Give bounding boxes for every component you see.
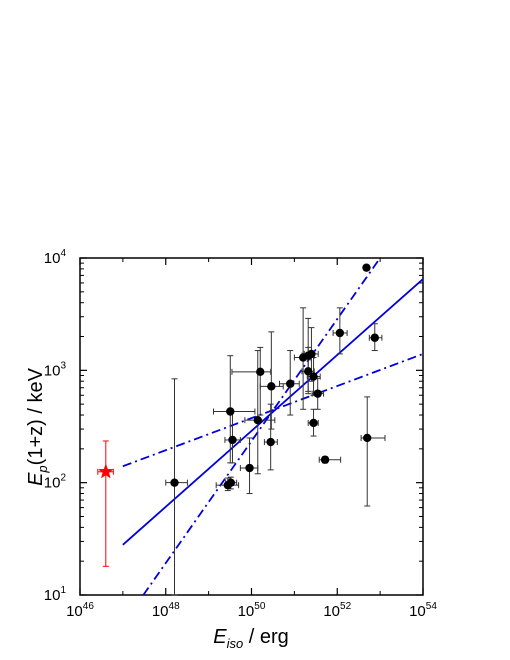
data-point [267, 382, 276, 391]
error-bar [360, 396, 386, 507]
x-tick-base: 10 [323, 603, 340, 620]
x-axis-label-sub: iso [227, 636, 244, 651]
x-tick-base: 10 [152, 603, 169, 620]
x-tick-label: 1048 [152, 601, 180, 620]
y-tick-base: 10 [44, 250, 61, 267]
y-tick-base: 10 [44, 587, 61, 604]
x-tick-exponent: 46 [83, 601, 95, 612]
data-point [256, 367, 265, 377]
x-ticks: 1046 1048 1050 1052 1054 [66, 258, 437, 620]
x-axis-label: Eiso / erg [213, 626, 289, 651]
fit-line-dashdot-2 [142, 257, 381, 596]
data-point [266, 437, 275, 447]
fit-line-solid-0 [122, 278, 424, 546]
y-axis-label-rest: (1+z) / keV [25, 367, 47, 465]
data-point [309, 372, 318, 381]
y-tick-label: 104 [44, 248, 67, 267]
x-tick-exponent: 48 [169, 601, 181, 612]
x-tick-label: 1054 [409, 601, 437, 620]
data-point [313, 389, 322, 398]
y-tick-exponent: 1 [60, 585, 66, 596]
y-tick-exponent: 4 [60, 248, 66, 259]
x-tick-label: 1046 [66, 601, 94, 620]
y-tick-base: 10 [44, 362, 61, 379]
x-tick-label: 1052 [323, 601, 351, 620]
data-point [363, 433, 372, 443]
data-point [226, 478, 236, 487]
data-point [226, 407, 235, 416]
plot-area [79, 257, 424, 596]
plot-frame [79, 257, 424, 596]
x-tick-base: 10 [66, 603, 83, 620]
data-point [335, 328, 345, 338]
error-bars [97, 264, 386, 596]
data-point-star [98, 463, 114, 479]
y-axis-label: Ep(1+z) / keV [25, 367, 50, 485]
error-bar [165, 378, 188, 596]
y-tick-label: 101 [44, 585, 67, 604]
data-point [370, 333, 379, 342]
data-point [245, 463, 254, 473]
y-tick-base: 10 [44, 475, 61, 492]
data-point [286, 379, 295, 388]
y-tick-exponent: 3 [60, 360, 66, 371]
y-axis-label-main: E [25, 472, 47, 486]
data-point [307, 349, 316, 359]
y-tick-exponent: 2 [60, 473, 66, 484]
error-bar [97, 440, 114, 567]
error-bar [259, 331, 284, 430]
x-tick-exponent: 52 [340, 601, 352, 612]
y-tick-label: 102 [44, 473, 67, 492]
fit-line-dashdot-1 [122, 353, 424, 468]
y-axis-label-sub: p [35, 465, 50, 473]
data-point [303, 367, 313, 376]
x-tick-base: 10 [409, 603, 426, 620]
data-point [170, 478, 179, 487]
error-bar [231, 346, 272, 416]
x-tick-exponent: 54 [426, 601, 438, 612]
data-point [309, 418, 318, 428]
x-axis-label-main: E [213, 626, 227, 648]
data-point [253, 415, 262, 425]
markers [98, 263, 379, 490]
data-point [228, 435, 237, 445]
data-point [320, 455, 330, 464]
x-tick-base: 10 [238, 603, 255, 620]
fit-lines [122, 257, 424, 596]
data-point [362, 263, 371, 272]
x-tick-label: 1050 [238, 601, 266, 620]
y-tick-label: 103 [44, 360, 67, 379]
x-tick-exponent: 50 [254, 601, 266, 612]
x-axis-label-rest: / erg [243, 626, 289, 648]
